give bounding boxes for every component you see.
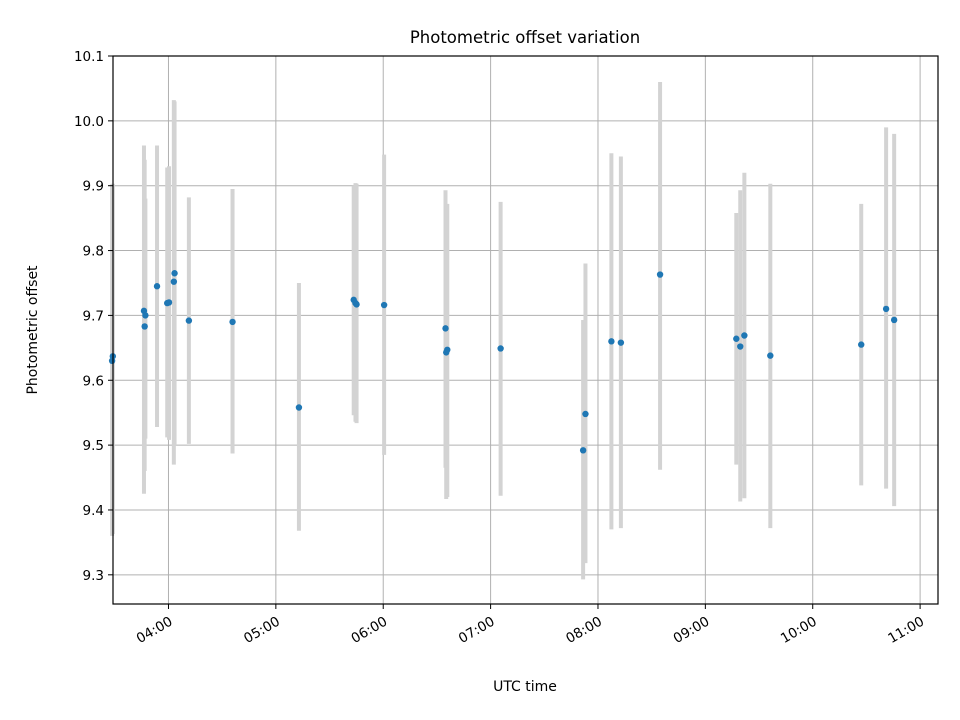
y-tick-label: 9.3 xyxy=(83,568,104,584)
x-tick-label: 11:00 xyxy=(885,614,927,647)
data-point xyxy=(617,339,625,346)
data-point xyxy=(858,341,865,348)
data-points xyxy=(108,270,898,454)
y-tick-label: 10.1 xyxy=(74,49,104,65)
data-point xyxy=(767,352,774,359)
chart-title: Photometric offset variation xyxy=(410,28,640,47)
data-point xyxy=(295,404,303,411)
data-point xyxy=(444,346,451,353)
x-axis-label: UTC time xyxy=(493,679,557,695)
x-tick-label: 08:00 xyxy=(563,614,605,647)
y-tick-label: 9.5 xyxy=(83,438,104,454)
y-tick-label: 9.4 xyxy=(83,503,104,519)
y-tick-label: 9.9 xyxy=(83,179,104,195)
x-tick-label: 05:00 xyxy=(241,614,283,647)
x-tick-label: 09:00 xyxy=(671,614,713,647)
x-tick-label: 07:00 xyxy=(456,614,498,647)
data-point xyxy=(185,317,193,324)
y-tick-label: 9.6 xyxy=(83,373,104,389)
x-tick-label: 06:00 xyxy=(349,614,391,647)
data-point xyxy=(737,343,744,350)
x-tick-label: 10:00 xyxy=(778,614,820,647)
data-point xyxy=(656,271,664,278)
data-point xyxy=(579,447,587,454)
y-tick-label: 9.7 xyxy=(83,308,104,324)
data-point xyxy=(497,345,504,352)
data-point xyxy=(890,316,898,324)
plot-frame xyxy=(112,55,939,605)
data-point xyxy=(733,335,740,342)
data-point xyxy=(171,270,178,277)
data-point xyxy=(165,299,173,306)
data-point xyxy=(442,325,449,332)
data-point xyxy=(741,332,748,339)
error-bars xyxy=(110,81,897,580)
data-point xyxy=(141,323,148,330)
data-point xyxy=(380,301,388,309)
data-point xyxy=(582,410,589,418)
data-point xyxy=(229,318,236,326)
x-tick-label: 04:00 xyxy=(134,614,176,647)
y-tick-label: 9.8 xyxy=(83,244,104,260)
data-point xyxy=(882,305,890,313)
data-point xyxy=(608,338,615,345)
data-point xyxy=(353,301,360,308)
data-point xyxy=(170,278,178,285)
grid xyxy=(113,55,938,604)
y-tick-label: 10.0 xyxy=(74,114,104,130)
data-point xyxy=(142,312,149,319)
y-axis-label: Photometric offset xyxy=(25,265,41,395)
data-point xyxy=(153,283,161,290)
